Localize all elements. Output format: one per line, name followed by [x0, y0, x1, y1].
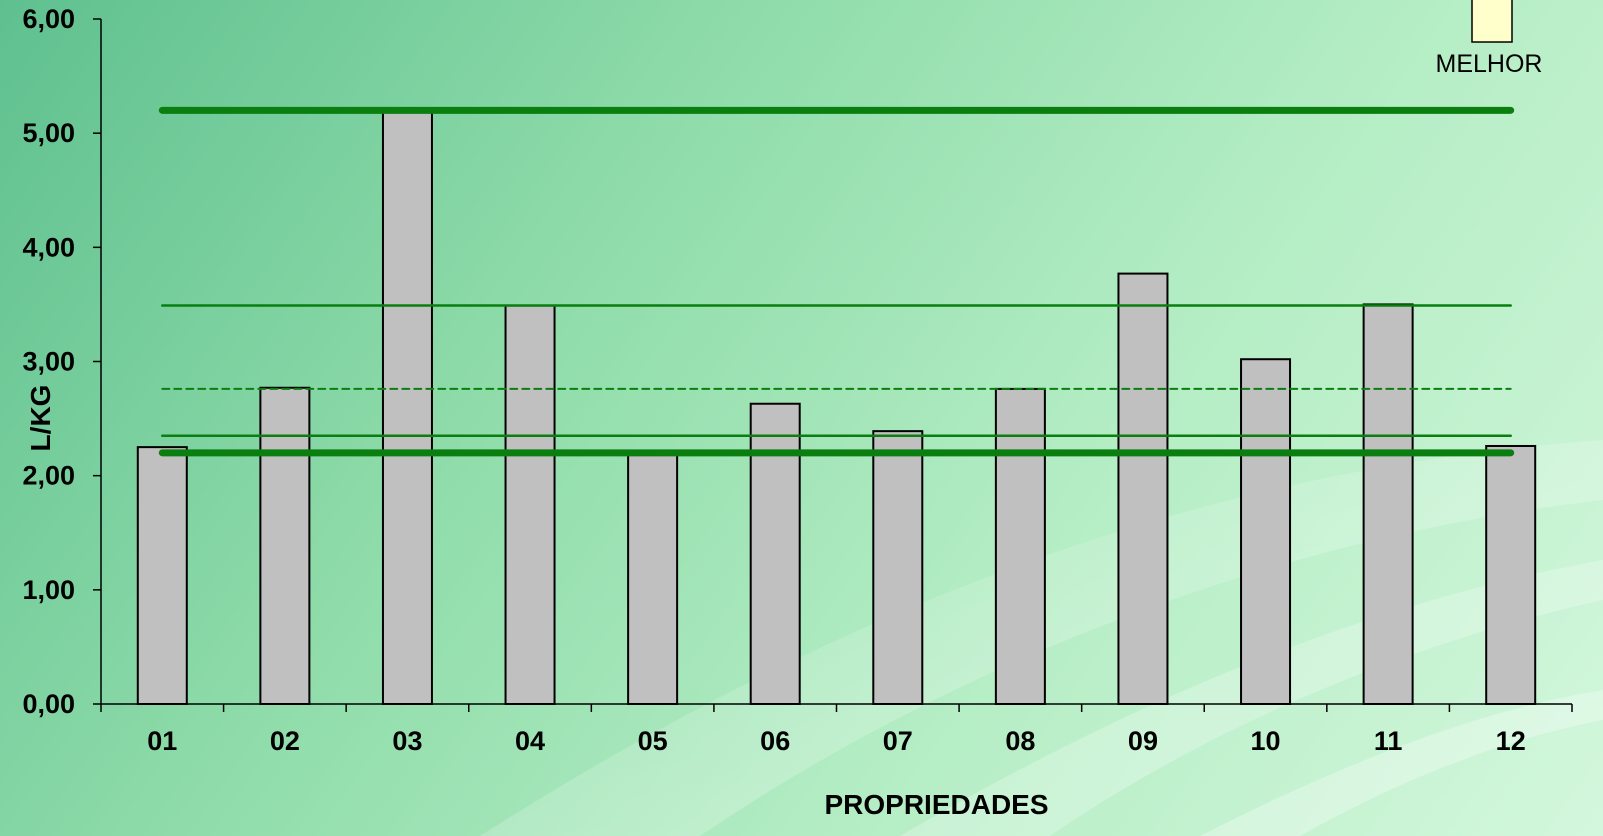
bar-05 — [627, 451, 679, 706]
x-axis-title: PROPRIEDADES — [824, 789, 1048, 820]
y-tick-label: 0,00 — [22, 689, 75, 719]
bar-04 — [504, 304, 556, 705]
y-tick-label: 4,00 — [22, 232, 75, 262]
x-tick-label: 02 — [270, 726, 300, 756]
y-tick-label: 6,00 — [22, 4, 75, 34]
x-tick-label: 08 — [1005, 726, 1035, 756]
x-tick-label: 12 — [1496, 726, 1526, 756]
bar-01 — [136, 446, 188, 705]
bar-07 — [872, 430, 924, 705]
bar-11 — [1362, 303, 1414, 705]
x-tick-label: 07 — [883, 726, 913, 756]
x-tick-label: 03 — [392, 726, 422, 756]
x-tick-label: 11 — [1374, 726, 1403, 756]
x-tick-label: 05 — [638, 726, 668, 756]
y-axis-title: L/KG — [25, 385, 56, 452]
y-tick-label: 1,00 — [22, 575, 75, 605]
x-tick-label: 10 — [1251, 726, 1281, 756]
bar-09 — [1117, 272, 1169, 705]
x-tick-label: 09 — [1128, 726, 1158, 756]
x-tick-label: 01 — [147, 726, 177, 756]
bar-10 — [1240, 358, 1292, 705]
bar-06 — [749, 402, 801, 705]
y-tick-label: 2,00 — [22, 461, 75, 491]
x-tick-label: 04 — [515, 726, 545, 756]
bar-02 — [259, 386, 311, 705]
legend-swatch — [1471, 0, 1513, 43]
bar-12 — [1485, 444, 1537, 705]
legend-label: MELHOR — [1436, 50, 1543, 78]
bar-03 — [381, 109, 433, 706]
x-tick-label: 06 — [760, 726, 790, 756]
y-tick-label: 3,00 — [22, 347, 75, 377]
y-tick-label: 5,00 — [22, 118, 75, 148]
